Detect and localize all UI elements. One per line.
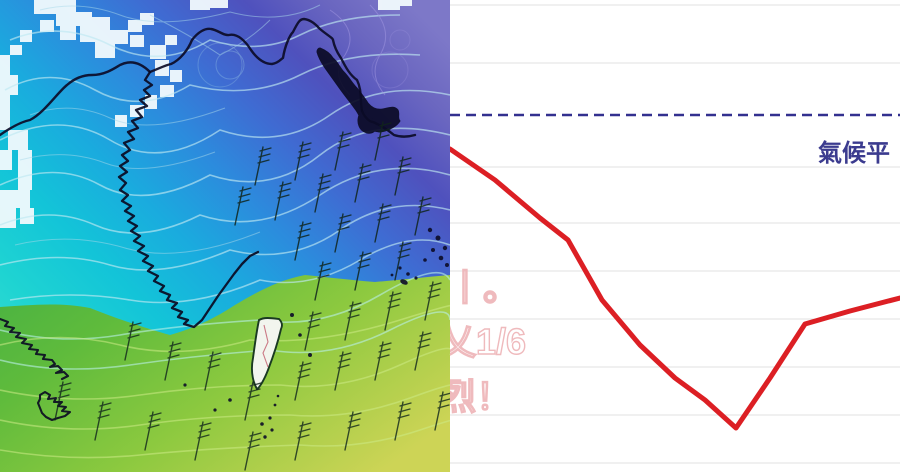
svg-text:氣候平: 氣候平 bbox=[818, 139, 890, 167]
svg-text:乂1/6: 乂1/6 bbox=[450, 321, 526, 362]
svg-text:烈！: 烈！ bbox=[450, 376, 512, 417]
svg-text:丨。: 丨。 bbox=[450, 267, 519, 308]
